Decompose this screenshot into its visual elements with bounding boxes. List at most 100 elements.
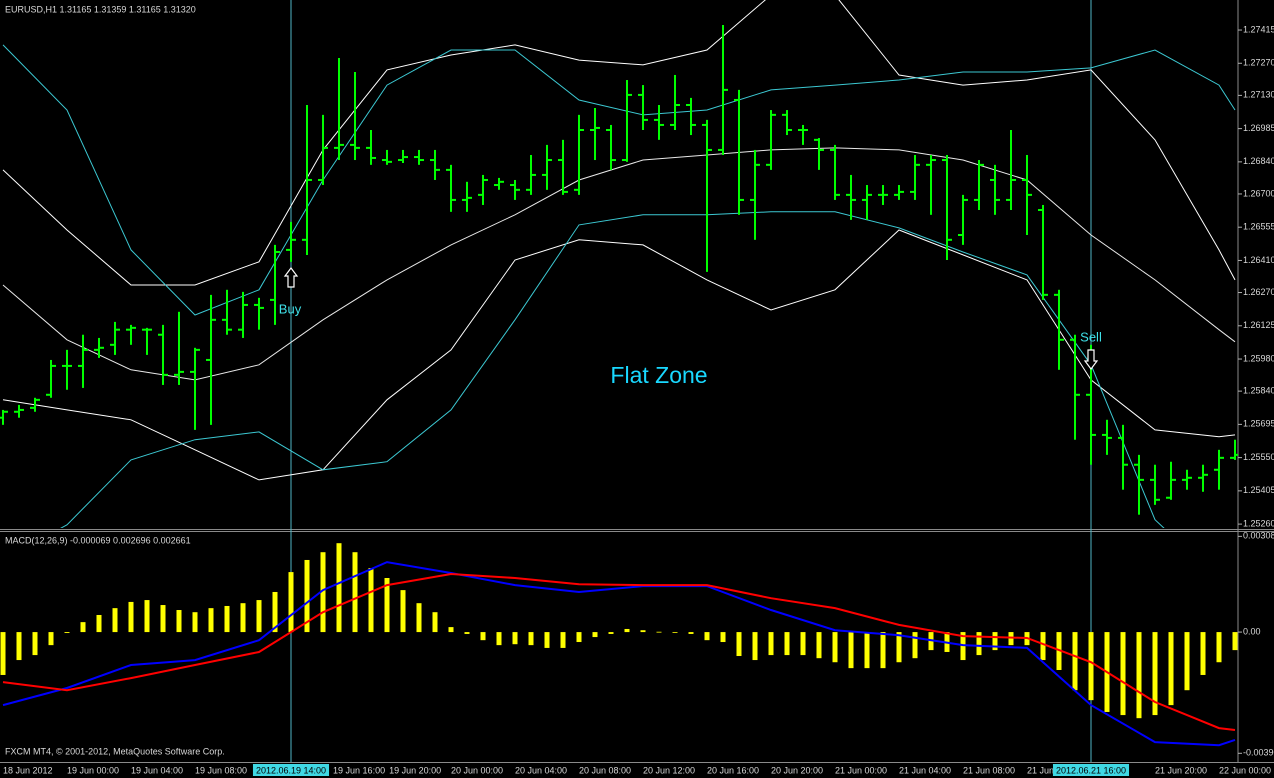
time-cursor-label: 2012.06.21 16:00	[1056, 765, 1126, 775]
histogram-bar	[896, 632, 902, 663]
histogram-bar	[464, 632, 470, 634]
histogram-bar	[496, 632, 502, 646]
histogram-bar	[320, 552, 326, 633]
histogram-bar	[640, 630, 646, 633]
price-chart-title: EURUSD,H1 1.31165 1.31359 1.31165 1.3132…	[5, 4, 196, 14]
x-tick-label: 20 Jun 20:00	[771, 765, 823, 775]
x-tick-label: 21 Jun 20:00	[1155, 765, 1207, 775]
buy-label: Buy	[279, 301, 302, 316]
indicator-line	[2, 229, 1236, 481]
macd-panel	[0, 543, 1238, 747]
histogram-bar	[192, 612, 198, 633]
y-tick-label: 1.25260	[1243, 518, 1274, 528]
histogram-bar	[576, 632, 582, 643]
histogram-bar	[80, 622, 86, 633]
histogram-bar	[0, 632, 6, 675]
y-tick-label: 1.26410	[1243, 255, 1274, 265]
histogram-bar	[1200, 632, 1206, 675]
histogram-bar	[992, 632, 998, 651]
histogram-bar	[1232, 632, 1238, 651]
histogram-bar	[1184, 632, 1190, 691]
histogram-bar	[752, 632, 758, 661]
time-cursor-label-bg	[252, 764, 330, 776]
histogram-bar	[1008, 632, 1014, 646]
y-tick-label: 1.25695	[1243, 419, 1274, 429]
x-tick-label: 19 Jun 08:00	[195, 765, 247, 775]
histogram-bar	[256, 600, 262, 633]
histogram-bar	[368, 568, 374, 633]
flat-zone-label: Flat Zone	[610, 362, 707, 388]
histogram-bar	[144, 600, 150, 633]
x-tick-label: 20 Jun 12:00	[643, 765, 695, 775]
x-tick-label: 22 Jun 00:00	[1219, 765, 1271, 775]
x-tick-label: 19 Jun 20:00	[389, 765, 441, 775]
y-tick-label: 0.00	[1243, 626, 1261, 636]
x-tick-label: 20 Jun 00:00	[451, 765, 503, 775]
histogram-bar	[160, 605, 166, 633]
x-tick-label: 21 Jun	[1027, 765, 1054, 775]
x-tick-label: 21 Jun 04:00	[899, 765, 951, 775]
indicator-line	[60, 211, 1165, 528]
price-panel	[0, 0, 1238, 528]
histogram-bar	[768, 632, 774, 656]
histogram-bar	[976, 632, 982, 656]
y-tick-label: 1.25840	[1243, 386, 1274, 396]
y-tick-label: 1.27130	[1243, 90, 1274, 100]
histogram-bar	[784, 632, 790, 656]
histogram-bar	[832, 632, 838, 663]
histogram-bar	[624, 628, 630, 633]
x-tick-label: 20 Jun 04:00	[515, 765, 567, 775]
histogram-bar	[128, 601, 134, 633]
x-tick-label: 20 Jun 08:00	[579, 765, 631, 775]
histogram-bar	[336, 543, 342, 633]
histogram-bar	[432, 612, 438, 633]
histogram-bar	[816, 632, 822, 659]
histogram-bar	[32, 632, 38, 656]
histogram-bar	[912, 632, 918, 659]
macd-title: MACD(12,26,9) -0.000069 0.002696 0.00266…	[5, 535, 191, 545]
histogram-bar	[880, 632, 886, 669]
histogram-bar	[704, 632, 710, 641]
histogram-bar	[64, 632, 70, 634]
histogram-bar	[1088, 632, 1094, 701]
y-tick-label: 1.25405	[1243, 485, 1274, 495]
histogram-bar	[400, 590, 406, 633]
sell-label: Sell	[1080, 329, 1102, 344]
histogram-bar	[288, 572, 294, 633]
histogram-bar	[384, 578, 390, 633]
sell-arrow	[1083, 349, 1099, 370]
y-tick-label: 1.26700	[1243, 188, 1274, 198]
x-tick-label: 21 Jun 00:00	[835, 765, 887, 775]
histogram-bar	[208, 608, 214, 633]
y-tick-label: 1.26125	[1243, 320, 1274, 330]
histogram-bar	[96, 614, 102, 633]
histogram-bar	[736, 632, 742, 657]
y-tick-label: 1.26985	[1243, 123, 1274, 133]
histogram-bar	[48, 632, 54, 646]
histogram-bar	[592, 632, 598, 638]
histogram-bar	[864, 632, 870, 669]
histogram-bar	[1152, 632, 1158, 716]
histogram-bar	[656, 631, 662, 633]
histogram-bar	[528, 632, 534, 646]
x-tick-label: 18 Jun 2012	[3, 765, 53, 775]
histogram-bar	[672, 632, 678, 633]
indicator-line	[2, 0, 1236, 286]
histogram-bar	[512, 632, 518, 645]
buy-arrow	[283, 267, 299, 288]
histogram-bar	[1120, 632, 1126, 716]
histogram-bar	[416, 603, 422, 633]
x-tick-label: 19 Jun 04:00	[131, 765, 183, 775]
histogram-bar	[224, 605, 230, 633]
time-cursor-label: 2012.06.19 14:00	[256, 765, 326, 775]
histogram-bar	[176, 610, 182, 633]
y-tick-label: -0.00390	[1243, 748, 1274, 758]
histogram-bar	[352, 552, 358, 633]
x-tick-label: 19 Jun 16:00	[333, 765, 385, 775]
histogram-bar	[720, 632, 726, 643]
y-tick-label: 1.25550	[1243, 452, 1274, 462]
indicator-line	[2, 572, 1236, 731]
y-tick-label: 1.26840	[1243, 156, 1274, 166]
y-tick-label: 1.27270	[1243, 58, 1274, 68]
